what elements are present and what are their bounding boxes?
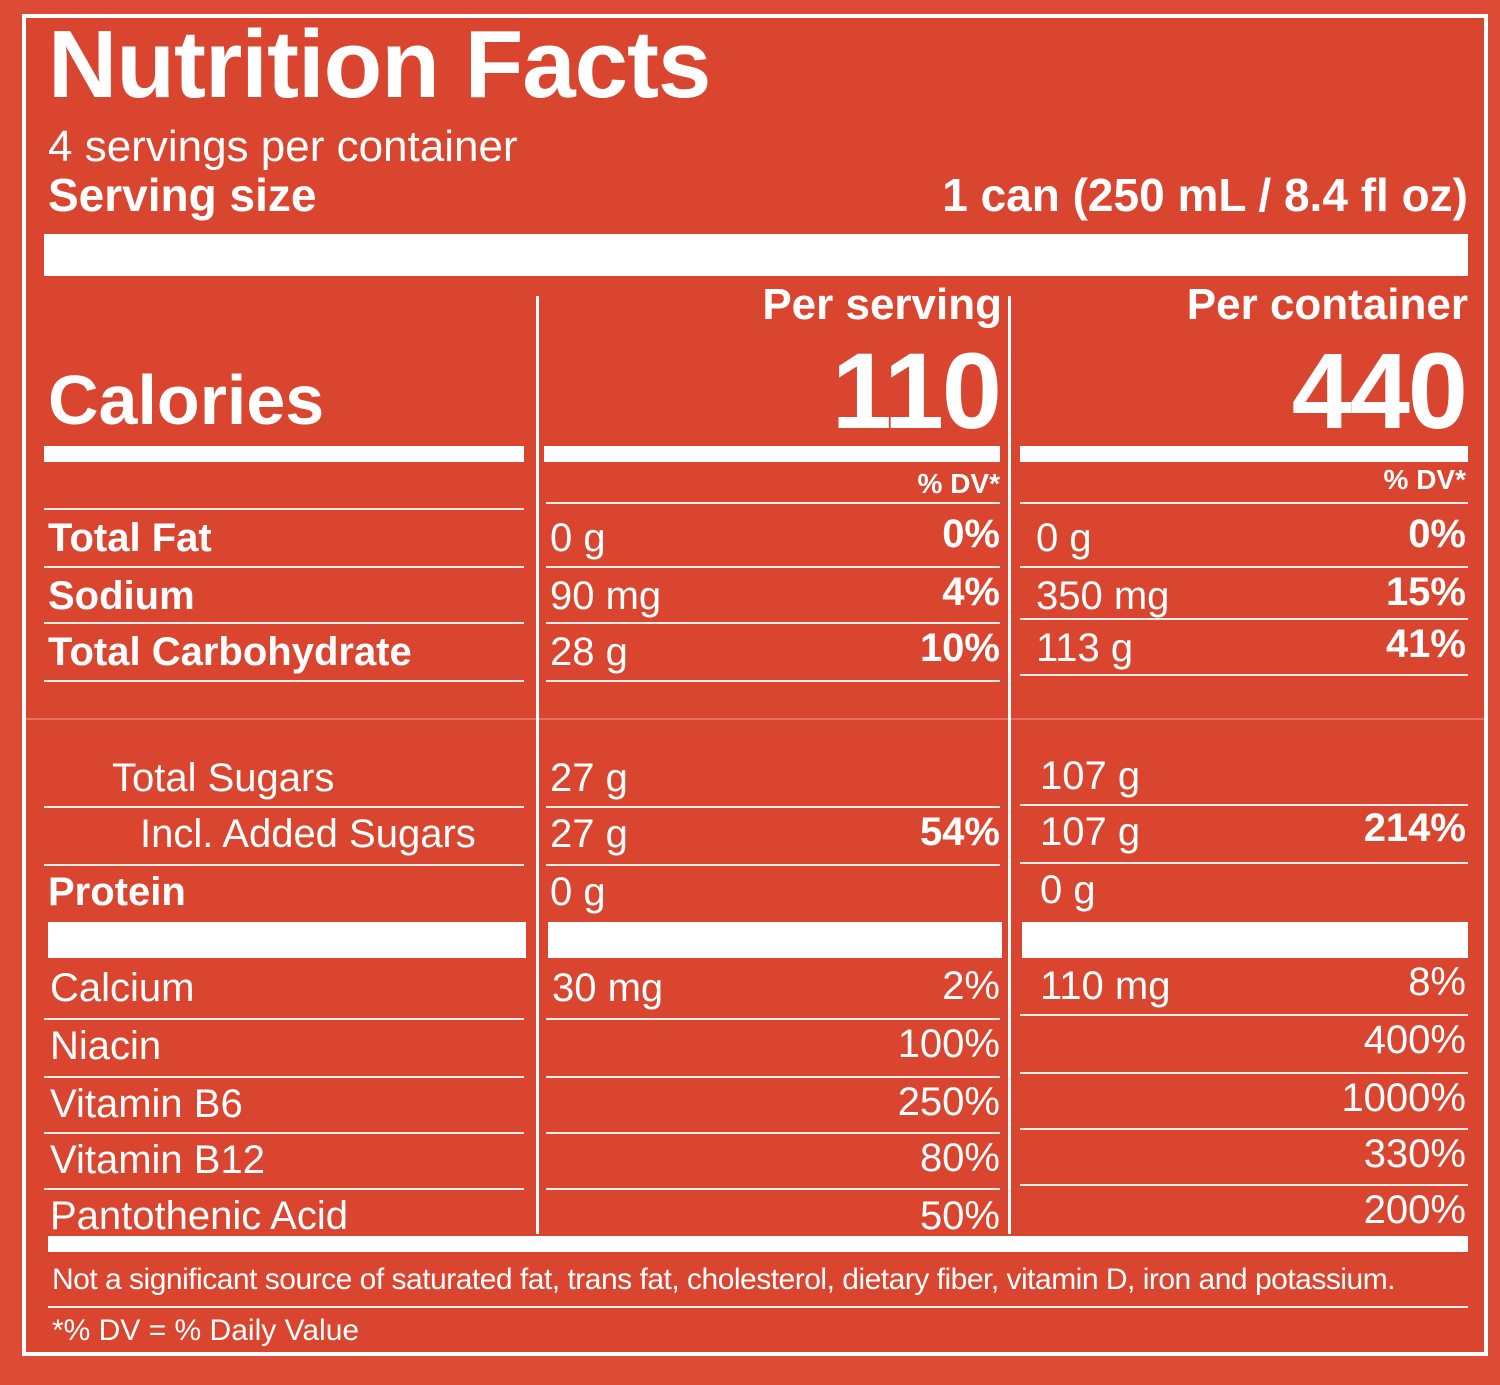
rule: [546, 502, 1000, 504]
rule: [1020, 804, 1468, 806]
serving-dv: 10%: [919, 626, 1000, 670]
serving-dv: 54%: [919, 810, 1000, 854]
rule: [546, 864, 1000, 866]
calories-bar-serving: [544, 446, 1000, 462]
calories-per-container: 440: [1291, 330, 1468, 451]
label-title: Nutrition Facts: [48, 11, 711, 118]
rule: [44, 622, 524, 624]
serving-amount: 30 mg: [552, 966, 664, 1010]
rule: [44, 1188, 524, 1190]
container-amount: 110 mg: [1040, 964, 1171, 1008]
per-container-header: Per container: [1186, 280, 1468, 329]
container-dv: 8%: [1408, 960, 1466, 1004]
nutrient-name: Total Fat: [48, 516, 212, 560]
container-amount: 107 g: [1040, 754, 1141, 798]
container-amount: 0 g: [1040, 868, 1096, 912]
nutrient-name: Total Sugars: [112, 756, 335, 800]
container-dv: 15%: [1385, 570, 1466, 614]
container-amount: 0 g: [1036, 516, 1092, 560]
container-amount: 107 g: [1040, 810, 1141, 854]
calories-bar-left: [44, 446, 524, 462]
rule: [44, 864, 524, 866]
nutrient-name: Total Carbohydrate: [48, 630, 412, 674]
container-amount: 350 mg: [1036, 574, 1170, 618]
rule: [546, 622, 1000, 624]
container-dv: 0%: [1408, 512, 1466, 556]
rule: [44, 1132, 524, 1134]
rule: [546, 680, 1000, 682]
rule: [1020, 862, 1468, 864]
serving-dv: 50%: [919, 1194, 1000, 1238]
rule: [546, 1018, 1000, 1020]
rule: [48, 1306, 1468, 1308]
serving-dv: 2%: [942, 964, 1000, 1008]
container-dv: 400%: [1363, 1018, 1466, 1062]
serving-amount: 0 g: [550, 870, 606, 914]
serving-amount: 28 g: [550, 630, 628, 674]
thick-divider-top: [44, 234, 1468, 276]
rule: [1020, 674, 1468, 676]
container-dv: 214%: [1363, 806, 1466, 850]
column-divider-1: [536, 296, 539, 1234]
serving-amount: 0 g: [550, 516, 606, 560]
serving-dv: 4%: [942, 570, 1000, 614]
serving-amount: 90 mg: [550, 574, 662, 618]
footnote-divider: [48, 1236, 1468, 1252]
serving-amount: 27 g: [550, 756, 628, 800]
protein-bar-serving: [548, 922, 1002, 958]
rule: [546, 1188, 1000, 1190]
rule: [1020, 566, 1468, 568]
nutrient-name: Sodium: [48, 574, 195, 618]
serving-amount: 27 g: [550, 812, 628, 856]
rule: [44, 1018, 524, 1020]
rule: [1020, 1014, 1468, 1016]
rule: [546, 1076, 1000, 1078]
container-dv: 41%: [1385, 622, 1466, 666]
calories-per-serving: 110: [831, 330, 1002, 451]
dv-header-container: % DV*: [1383, 464, 1466, 495]
serving-size-value: 1 can (250 mL / 8.4 fl oz): [942, 169, 1468, 221]
rule: [1020, 618, 1468, 620]
container-dv: 1000%: [1341, 1076, 1466, 1120]
vitamin-name: Pantothenic Acid: [50, 1194, 348, 1238]
vitamin-name: Calcium: [50, 966, 195, 1010]
container-dv: 330%: [1363, 1132, 1466, 1176]
rule: [1020, 1128, 1468, 1130]
servings-per-container: 4 servings per container: [48, 122, 518, 171]
calories-bar-container: [1020, 446, 1468, 462]
protein-bar-left: [48, 922, 526, 958]
nutrient-name: Protein: [48, 870, 186, 914]
vitamin-name: Vitamin B12: [50, 1138, 265, 1182]
rule: [1020, 1072, 1468, 1074]
rule: [546, 806, 1000, 808]
rule: [44, 806, 524, 808]
footnote-daily-value: *% DV = % Daily Value: [52, 1314, 360, 1347]
vitamin-name: Vitamin B6: [50, 1082, 243, 1126]
serving-dv: 0%: [942, 512, 1000, 556]
per-serving-header: Per serving: [762, 280, 1002, 329]
column-divider-2: [1008, 296, 1011, 1234]
fold-line: [26, 718, 1484, 720]
rule: [44, 1076, 524, 1078]
calories-label: Calories: [48, 361, 325, 439]
rule: [546, 566, 1000, 568]
serving-dv: 100%: [897, 1022, 1000, 1066]
container-dv: 200%: [1363, 1188, 1466, 1232]
rule: [1020, 1184, 1468, 1186]
rule: [546, 1132, 1000, 1134]
nutrition-facts-panel: Nutrition Facts 4 servings per container…: [22, 11, 1488, 1356]
container-amount: 113 g: [1036, 626, 1134, 670]
serving-size-label: Serving size: [48, 169, 317, 221]
rule: [44, 508, 524, 510]
serving-dv: 80%: [919, 1136, 1000, 1180]
serving-dv: 250%: [897, 1080, 1000, 1124]
vitamin-name: Niacin: [50, 1024, 162, 1068]
footnote-not-significant: Not a significant source of saturated fa…: [52, 1263, 1396, 1296]
dv-header-serving: % DV*: [917, 468, 1000, 499]
nutrient-name: Incl. Added Sugars: [140, 812, 476, 856]
rule: [44, 680, 524, 682]
protein-bar-container: [1022, 922, 1468, 958]
rule: [1020, 502, 1468, 504]
rule: [44, 566, 524, 568]
